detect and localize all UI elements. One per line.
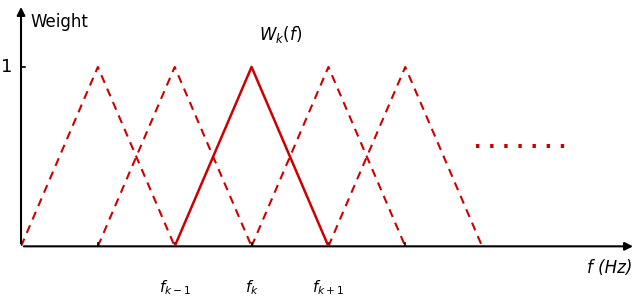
Text: $f_{k-1}$: $f_{k-1}$ (159, 279, 191, 297)
Text: · · · · · · ·: · · · · · · · (474, 138, 566, 157)
Text: $W_k(f)$: $W_k(f)$ (259, 24, 302, 45)
Text: Weight: Weight (30, 13, 88, 31)
Text: $f_k$: $f_k$ (244, 279, 259, 297)
Text: f (Hz): f (Hz) (587, 259, 632, 277)
Text: 1: 1 (1, 58, 13, 76)
Text: $f_{k+1}$: $f_{k+1}$ (312, 279, 344, 297)
